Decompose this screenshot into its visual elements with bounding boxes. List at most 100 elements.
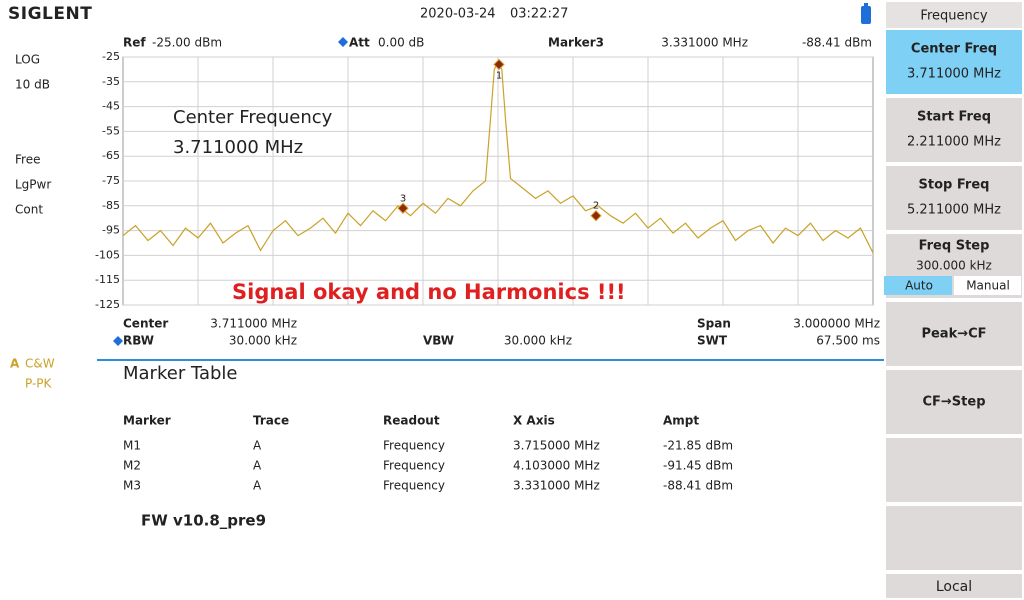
softkey[interactable] bbox=[886, 98, 1022, 162]
setting-value: 30.000 kHz bbox=[229, 334, 297, 348]
softkey-label: Start Freq bbox=[917, 110, 991, 125]
table-title: Marker Table bbox=[123, 363, 238, 384]
table-cell: M2 bbox=[123, 459, 141, 473]
setting-value: 30.000 kHz bbox=[504, 334, 572, 348]
table-cell: A bbox=[253, 459, 262, 473]
y-tick-label: -115 bbox=[95, 273, 120, 286]
auto-label: Auto bbox=[905, 279, 933, 293]
y-tick-label: -35 bbox=[102, 75, 120, 88]
annotation: Center Frequency bbox=[173, 107, 333, 128]
y-tick-label: -25 bbox=[102, 50, 120, 63]
menu-title: Frequency bbox=[920, 9, 987, 24]
y-tick-label: -65 bbox=[102, 149, 120, 162]
table-cell: M1 bbox=[123, 439, 141, 453]
softkey[interactable] bbox=[886, 302, 1022, 366]
setting-label: Span bbox=[697, 317, 731, 331]
table-cell: A bbox=[253, 439, 262, 453]
marker-table: Marker Trace Readout X Axis Ampt M1 A Frequency… bbox=[123, 414, 733, 493]
manual-label: Manual bbox=[966, 279, 1010, 293]
y-tick-label: -95 bbox=[102, 224, 120, 237]
auto-option[interactable] bbox=[884, 276, 952, 295]
table-header: Marker bbox=[123, 414, 171, 428]
softkey-value: 5.211000 MHz bbox=[907, 203, 1001, 218]
vertical-grid bbox=[197, 57, 799, 305]
table-cell: Frequency bbox=[383, 439, 445, 453]
softkey[interactable] bbox=[886, 370, 1022, 434]
table-header: X Axis bbox=[513, 414, 555, 428]
softkey[interactable] bbox=[886, 166, 1022, 230]
table-cell: -91.45 dBm bbox=[663, 459, 733, 473]
footer-note: FW v10.8_pre9 bbox=[141, 512, 266, 530]
softkey[interactable] bbox=[886, 574, 1022, 598]
table-cell: M3 bbox=[123, 479, 141, 493]
y-tick-label: -75 bbox=[102, 174, 120, 187]
att-label: Att bbox=[349, 36, 370, 50]
table-cell: Frequency bbox=[383, 459, 445, 473]
table-header: Ampt bbox=[663, 414, 699, 428]
ref-value: -25.00 dBm bbox=[152, 36, 222, 50]
table-cell: 3.715000 MHz bbox=[513, 439, 600, 453]
marker-label: 3 bbox=[400, 193, 406, 204]
softkey[interactable] bbox=[886, 438, 1022, 502]
softkey-value: 300.000 kHz bbox=[916, 259, 992, 273]
y-tick-label: -55 bbox=[102, 124, 120, 137]
softkey-label: Stop Freq bbox=[919, 178, 990, 193]
softkey-value: 2.211000 MHz bbox=[907, 135, 1001, 150]
table-cell: 4.103000 MHz bbox=[513, 459, 600, 473]
setting-value: 3.000000 MHz bbox=[793, 317, 880, 331]
marker bbox=[397, 202, 409, 214]
manual-option[interactable] bbox=[954, 276, 1021, 295]
setting-value: 67.500 ms bbox=[816, 334, 880, 348]
marker-label: 1 bbox=[496, 70, 502, 81]
softkey-label: Center Freq bbox=[911, 42, 997, 57]
table-cell: Frequency bbox=[383, 479, 445, 493]
softkey-label: Freq Step bbox=[919, 239, 990, 254]
brand: SIGLENT bbox=[8, 4, 92, 24]
softkey-label: Peak→CF bbox=[921, 327, 986, 342]
date: 2020-03-24 bbox=[420, 7, 496, 22]
setting-label: Center bbox=[123, 317, 168, 331]
setting-value: 3.711000 MHz bbox=[210, 317, 297, 331]
softkey[interactable] bbox=[886, 506, 1022, 570]
softkey[interactable] bbox=[886, 30, 1022, 94]
table-cell: -88.41 dBm bbox=[663, 479, 733, 493]
y-tick-label: -45 bbox=[102, 100, 120, 113]
att-icon bbox=[338, 37, 348, 47]
rbw-icon bbox=[113, 336, 123, 346]
side-label: LgPwr bbox=[15, 178, 51, 192]
setting-label: RBW bbox=[123, 334, 154, 348]
table-header: Trace bbox=[253, 414, 289, 428]
softkey-value: 3.711000 MHz bbox=[907, 67, 1001, 82]
setting-label: VBW bbox=[423, 334, 454, 348]
att-value: 0.00 dB bbox=[378, 36, 424, 50]
table-cell: 3.331000 MHz bbox=[513, 479, 600, 493]
annotation: 3.711000 MHz bbox=[173, 137, 303, 158]
table-header: Readout bbox=[383, 414, 440, 428]
side-label: 10 dB bbox=[15, 78, 50, 92]
menu-keys: Center Freq 3.711000 MHz Start Freq 2.21100… bbox=[884, 30, 1022, 598]
local-label: Local bbox=[936, 579, 972, 595]
annotation: Signal okay and no Harmonics !!! bbox=[232, 280, 626, 304]
ref-label: Ref bbox=[123, 36, 146, 50]
marker-label: 2 bbox=[593, 201, 599, 212]
marker-y: -88.41 dBm bbox=[802, 36, 872, 50]
time: 03:22:27 bbox=[510, 7, 568, 22]
marker bbox=[493, 58, 505, 71]
setting-label: SWT bbox=[697, 334, 728, 348]
table-cell: -21.85 dBm bbox=[663, 439, 733, 453]
menu-title-bg bbox=[886, 2, 1022, 28]
battery-icon bbox=[861, 6, 871, 24]
side-label: Cont bbox=[15, 203, 43, 217]
marker bbox=[590, 210, 602, 222]
marker-label: Marker3 bbox=[548, 36, 604, 50]
marker-x: 3.331000 MHz bbox=[661, 36, 748, 50]
trace-mode: C&W bbox=[25, 357, 55, 371]
table-cell: A bbox=[253, 479, 262, 493]
side-label: Free bbox=[15, 153, 40, 167]
trace-detector: P-PK bbox=[25, 377, 53, 391]
trace-label: A bbox=[10, 357, 20, 371]
y-tick-label: -85 bbox=[102, 199, 120, 212]
y-tick-label: -105 bbox=[95, 248, 120, 261]
